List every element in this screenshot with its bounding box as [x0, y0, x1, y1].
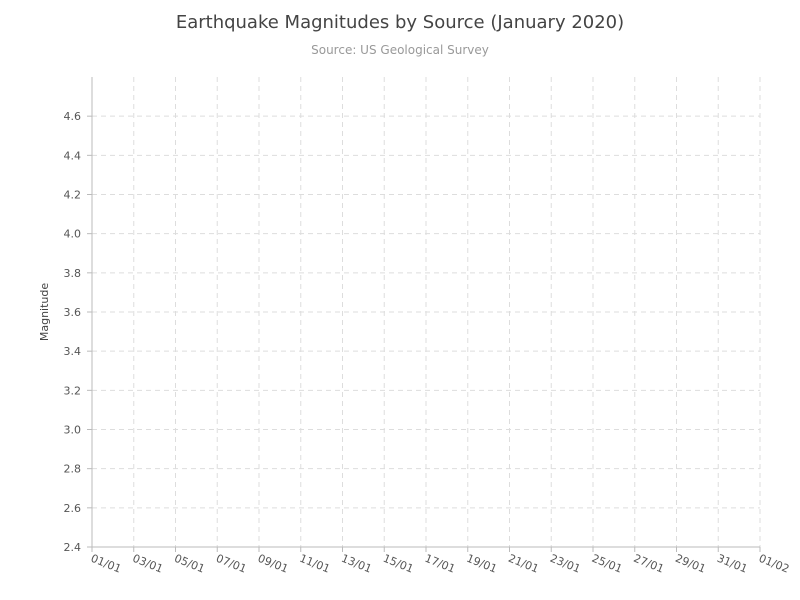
y-tick-label: 3.0	[64, 424, 82, 437]
x-tick-label: 27/01	[632, 552, 666, 576]
y-tick-label: 3.4	[64, 345, 82, 358]
x-tick-label: 05/01	[172, 552, 206, 576]
x-tick-label: 21/01	[506, 552, 540, 576]
x-tick-label: 19/01	[465, 552, 499, 576]
x-tick-label: 03/01	[131, 552, 165, 576]
x-tick-label: 09/01	[256, 552, 290, 576]
y-tick-label: 2.8	[64, 463, 82, 476]
chart-title: Earthquake Magnitudes by Source (January…	[176, 12, 624, 33]
y-tick-label: 4.2	[64, 189, 82, 202]
x-tick-label: 07/01	[214, 552, 248, 576]
x-tick-label: 17/01	[423, 552, 457, 576]
x-tick-label: 01/02	[757, 552, 791, 576]
grid	[92, 77, 761, 547]
y-tick-label: 2.4	[64, 541, 82, 554]
y-tick-label: 4.6	[64, 110, 82, 123]
axes	[87, 77, 761, 552]
chart-subtitle: Source: US Geological Survey	[311, 43, 489, 57]
x-tick-label: 11/01	[298, 552, 332, 576]
y-tick-label: 4.4	[64, 149, 82, 162]
x-tick-label: 29/01	[673, 552, 707, 576]
y-axis-label: Magnitude	[38, 283, 51, 342]
tick-labels: 2.4 2.6 2.8 3.0 3.2 3.4 3.6 3.8 4.0 4.2 4.4 4.6 01/0…	[64, 110, 792, 575]
x-tick-label: 25/01	[590, 552, 624, 576]
x-tick-label: 23/01	[548, 552, 582, 576]
y-tick-label: 4.0	[64, 228, 82, 241]
y-tick-label: 3.8	[64, 267, 82, 280]
x-tick-label: 13/01	[339, 552, 373, 576]
x-tick-label: 01/01	[89, 552, 123, 576]
y-tick-label: 3.2	[64, 384, 82, 397]
y-tick-label: 3.6	[64, 306, 82, 319]
x-tick-label: 15/01	[381, 552, 415, 576]
y-tick-label: 2.6	[64, 502, 82, 515]
x-tick-label: 31/01	[715, 552, 749, 576]
